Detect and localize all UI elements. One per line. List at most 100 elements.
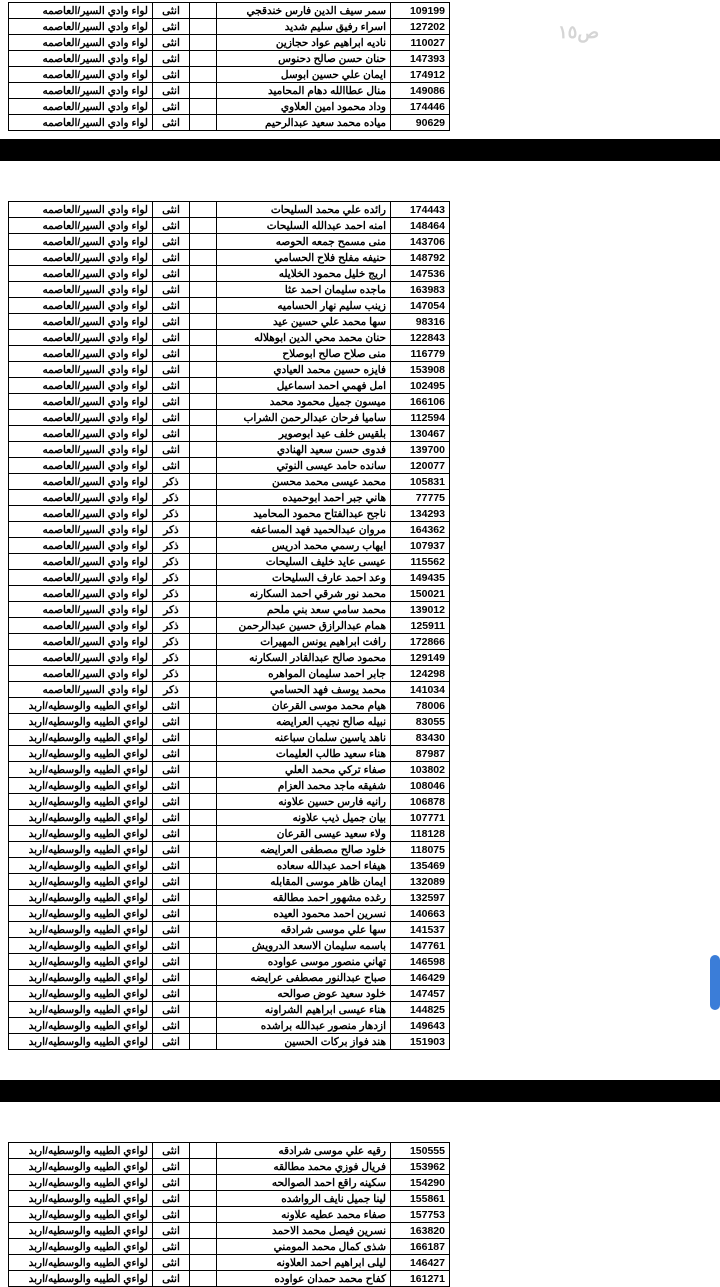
cell-id: 120077	[391, 458, 450, 474]
cell-name: شذى كمال محمد المومني	[217, 1239, 391, 1255]
cell-empty	[190, 570, 217, 586]
cell-gender: انثى	[153, 810, 190, 826]
cell-gender: انثى	[153, 730, 190, 746]
cell-empty	[190, 1239, 217, 1255]
cell-name: بلقيس خلف عيد ابوصوير	[217, 426, 391, 442]
cell-empty	[190, 602, 217, 618]
cell-name: منى صلاح صالح ابوصلاح	[217, 346, 391, 362]
cell-name: منال عطاالله دهام المحاميد	[217, 83, 391, 99]
cell-location: لواء وادي السير/العاصمه	[9, 250, 153, 266]
cell-gender: انثى	[153, 362, 190, 378]
cell-gender: انثى	[153, 298, 190, 314]
cell-id: 139700	[391, 442, 450, 458]
cell-gender: انثى	[153, 906, 190, 922]
cell-gender: انثى	[153, 115, 190, 131]
cell-name: لينا جميل نايف الرواشده	[217, 1191, 391, 1207]
cell-gender: انثى	[153, 842, 190, 858]
table-row: 149435وعد احمد عارف السليحاتذكرلواء وادي…	[9, 570, 450, 586]
cell-name: شفيقه ماجد محمد العزام	[217, 778, 391, 794]
cell-name: ايمان ظاهر موسى المقابله	[217, 874, 391, 890]
table-row: 146427ليلى ابراهيم احمد العلاونهانثىلواء…	[9, 1255, 450, 1271]
cell-location: لواء وادي السير/العاصمه	[9, 115, 153, 131]
cell-gender: انثى	[153, 266, 190, 282]
cell-gender: انثى	[153, 1159, 190, 1175]
cell-name: محمد نور شرقي احمد السكارنه	[217, 586, 391, 602]
cell-empty	[190, 826, 217, 842]
cell-location: لواءي الطيبه والوسطيه/اربد	[9, 938, 153, 954]
cell-location: لواء وادي السير/العاصمه	[9, 602, 153, 618]
cell-location: لواء وادي السير/العاصمه	[9, 634, 153, 650]
table-row: 90629مياده محمد سعيد عبدالرحيمانثىلواء و…	[9, 115, 450, 131]
cell-empty	[190, 490, 217, 506]
cell-location: لواء وادي السير/العاصمه	[9, 266, 153, 282]
cell-id: 149435	[391, 570, 450, 586]
table-row: 147054زينب سليم نهار الحساميهانثىلواء وا…	[9, 298, 450, 314]
cell-name: هيام محمد موسى القرعان	[217, 698, 391, 714]
cell-gender: انثى	[153, 1207, 190, 1223]
cell-id: 147761	[391, 938, 450, 954]
cell-gender: انثى	[153, 19, 190, 35]
cell-location: لواءي الطيبه والوسطيه/اربد	[9, 1175, 153, 1191]
cell-empty	[190, 410, 217, 426]
cell-id: 103802	[391, 762, 450, 778]
cell-location: لواء وادي السير/العاصمه	[9, 506, 153, 522]
cell-empty	[190, 202, 217, 218]
cell-gender: ذكر	[153, 522, 190, 538]
table-row: 164362مروان عبدالحميد فهد المساعفهذكرلوا…	[9, 522, 450, 538]
cell-name: رائده علي محمد السليحات	[217, 202, 391, 218]
table-row: 154290سكينه راقع احمد الصوالحهانثىلواءي …	[9, 1175, 450, 1191]
cell-location: لواءي الطيبه والوسطيه/اربد	[9, 714, 153, 730]
table-row: 153908فايزه حسين محمد العياديانثىلواء وا…	[9, 362, 450, 378]
cell-location: لواء وادي السير/العاصمه	[9, 282, 153, 298]
cell-empty	[190, 746, 217, 762]
cell-location: لواءي الطيبه والوسطيه/اربد	[9, 890, 153, 906]
cell-name: ايهاب رسمي محمد ادريس	[217, 538, 391, 554]
table-row: 78006هيام محمد موسى القرعانانثىلواءي الط…	[9, 698, 450, 714]
cell-empty	[190, 1191, 217, 1207]
table-row: 146598تهاني منصور موسى عواودهانثىلواءي ا…	[9, 954, 450, 970]
table-row: 147761باسمه سليمان الاسعد الدرويشانثىلوا…	[9, 938, 450, 954]
cell-name: ليلى ابراهيم احمد العلاونه	[217, 1255, 391, 1271]
cell-name: سكينه راقع احمد الصوالحه	[217, 1175, 391, 1191]
cell-id: 135469	[391, 858, 450, 874]
cell-name: صفاء محمد عطيه علاونه	[217, 1207, 391, 1223]
cell-empty	[190, 650, 217, 666]
cell-id: 105831	[391, 474, 450, 490]
cell-gender: ذكر	[153, 490, 190, 506]
cell-name: مياده محمد سعيد عبدالرحيم	[217, 115, 391, 131]
cell-empty	[190, 282, 217, 298]
cell-name: محمد سامي سعد بني ملحم	[217, 602, 391, 618]
table-row: 174912ايمان علي حسين ابوسلانثىلواء وادي …	[9, 67, 450, 83]
cell-id: 166106	[391, 394, 450, 410]
cell-gender: انثى	[153, 99, 190, 115]
cell-location: لواء وادي السير/العاصمه	[9, 3, 153, 19]
cell-gender: انثى	[153, 874, 190, 890]
cell-empty	[190, 922, 217, 938]
cell-name: سها محمد علي حسين عيد	[217, 314, 391, 330]
cell-name: كفاح محمد حمدان عواوده	[217, 1271, 391, 1287]
cell-location: لواءي الطيبه والوسطيه/اربد	[9, 746, 153, 762]
cell-gender: انثى	[153, 970, 190, 986]
cell-empty	[190, 474, 217, 490]
cell-location: لواءي الطيبه والوسطيه/اربد	[9, 698, 153, 714]
cell-gender: انثى	[153, 1175, 190, 1191]
cell-location: لواءي الطيبه والوسطيه/اربد	[9, 1207, 153, 1223]
cell-empty	[190, 906, 217, 922]
cell-location: لواءي الطيبه والوسطيه/اربد	[9, 906, 153, 922]
table-row: 147457خلود سعيد عوض صوالحهانثىلواءي الطي…	[9, 986, 450, 1002]
cell-name: نسرين فيصل محمد الاحمد	[217, 1223, 391, 1239]
table-row: 106878رانيه فارس حسين علاونهانثىلواءي ال…	[9, 794, 450, 810]
cell-empty	[190, 618, 217, 634]
cell-gender: انثى	[153, 314, 190, 330]
cell-name: فدوى حسن سعيد الهنادي	[217, 442, 391, 458]
cell-id: 118075	[391, 842, 450, 858]
cell-id: 107937	[391, 538, 450, 554]
table-row: 107771بيان جميل ذيب علاونهانثىلواءي الطي…	[9, 810, 450, 826]
cell-id: 151903	[391, 1034, 450, 1050]
cell-gender: ذكر	[153, 570, 190, 586]
cell-empty	[190, 714, 217, 730]
cell-location: لواء وادي السير/العاصمه	[9, 314, 153, 330]
cell-id: 161271	[391, 1271, 450, 1287]
table-row: 146429صباح عبدالنور مصطفى عرايضهانثىلواء…	[9, 970, 450, 986]
cell-name: بيان جميل ذيب علاونه	[217, 810, 391, 826]
